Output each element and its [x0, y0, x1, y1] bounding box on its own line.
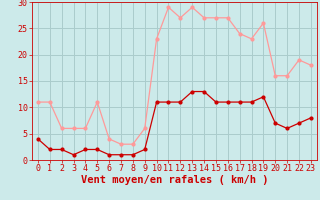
- X-axis label: Vent moyen/en rafales ( km/h ): Vent moyen/en rafales ( km/h ): [81, 175, 268, 185]
